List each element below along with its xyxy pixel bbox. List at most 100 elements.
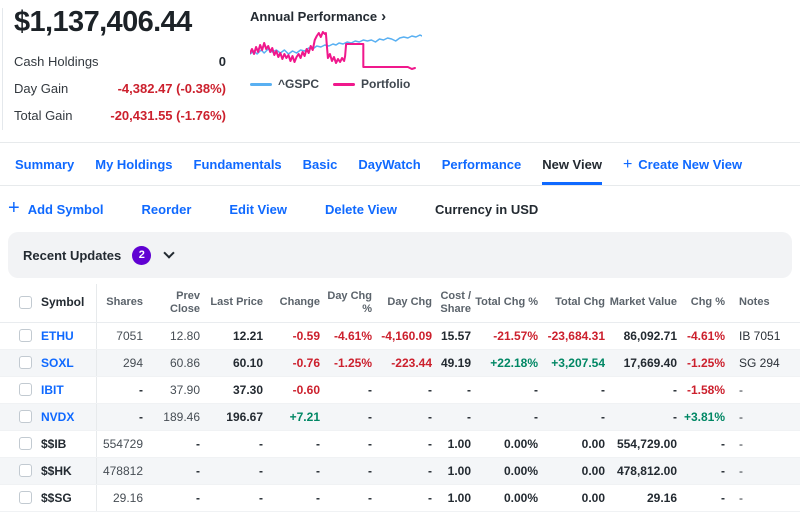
recent-updates-toggle[interactable]: Recent Updates 2 <box>8 232 792 278</box>
action-bar: Add Symbol Reorder Edit View Delete View Cur… <box>0 186 800 232</box>
cell-chg: - <box>678 457 726 485</box>
create-new-view-button[interactable]: Create New View <box>623 143 742 185</box>
cell-cost-share: 15.57 <box>433 322 472 350</box>
tab-daywatch[interactable]: DayWatch <box>358 156 421 172</box>
portfolio-line-swatch <box>333 82 356 86</box>
cell-prev-close: - <box>144 484 201 512</box>
chart-legend: ^GSPC Portfolio <box>250 77 426 91</box>
cell-notes: - <box>726 484 800 512</box>
cell-market-value: 29.16 <box>606 484 678 512</box>
cell-day-chg: - <box>321 457 373 485</box>
cell-last-price: - <box>201 484 264 512</box>
row-checkbox[interactable] <box>19 410 32 424</box>
col-shares: Shares <box>96 284 144 323</box>
cell-total-chg: -23,684.31 <box>539 322 606 350</box>
table-body: ETHU 7051 12.80 12.21 -0.59 -4.61% -4,160.09 15… <box>0 322 800 512</box>
create-new-view-label: Create New View <box>638 156 743 172</box>
symbol-link[interactable]: SOXL <box>41 355 74 370</box>
cell-last-price: - <box>201 457 264 485</box>
cell-shares: 294 <box>96 349 144 377</box>
action-reorder[interactable]: Reorder <box>142 202 192 217</box>
cell-market-value: 478,812.00 <box>606 457 678 485</box>
cell-prev-close: 12.80 <box>144 322 201 350</box>
row-checkbox[interactable] <box>19 356 32 370</box>
tab-basic[interactable]: Basic <box>302 156 338 172</box>
action-label: Add Symbol <box>27 201 104 217</box>
summary-row: Day Gain -4,382.47 (-0.38%) <box>14 81 226 96</box>
symbol-link: $$IB <box>41 436 67 451</box>
summary-value: -20,431.55 (-1.76%) <box>110 108 226 123</box>
gspc-line-swatch <box>250 82 272 86</box>
tab-my-holdings[interactable]: My Holdings <box>95 156 173 172</box>
cell-notes: - <box>726 457 800 485</box>
cell-cost-share: - <box>433 376 472 404</box>
cell-chg: +3.81% <box>678 403 726 431</box>
row-checkbox[interactable] <box>19 329 32 343</box>
action-add-symbol[interactable]: Add Symbol <box>8 201 104 217</box>
cell-day-chg: - <box>321 376 373 404</box>
cell-total-chg: 0.00 <box>539 430 606 458</box>
tab-new-view[interactable]: New View <box>542 143 602 185</box>
performance-sparkline <box>250 31 422 70</box>
col-chg: Chg % <box>678 284 726 323</box>
cell-chg: -1.25% <box>678 349 726 377</box>
cell-prev-close: - <box>144 457 201 485</box>
legend-item-portfolio: Portfolio <box>333 77 410 91</box>
table-row: $$IB 554729- - - - -1.00 0.00% 0.00 554,729.00- - <box>0 430 800 458</box>
cell-day-chg: - <box>373 376 433 404</box>
symbol-link[interactable]: NVDX <box>41 409 75 424</box>
col-last-price: Last Price <box>201 284 264 323</box>
cell-cost-share: 1.00 <box>433 457 472 485</box>
portfolio-summary-section: $1,137,406.44 Cash Holdings 0 Day Gain -4,3… <box>0 0 800 142</box>
cell-last-price: 12.21 <box>201 322 264 350</box>
cell-prev-close: 37.90 <box>144 376 201 404</box>
cell-cost-share: - <box>433 403 472 431</box>
symbol-link[interactable]: IBIT <box>41 382 64 397</box>
tab-performance[interactable]: Performance <box>441 156 522 172</box>
action-edit-view[interactable]: Edit View <box>229 202 287 217</box>
col-notes: Notes <box>726 284 800 323</box>
cell-day-chg: - <box>321 403 373 431</box>
row-checkbox[interactable] <box>19 464 32 478</box>
summary-row: Cash Holdings 0 <box>14 54 226 69</box>
row-checkbox[interactable] <box>19 437 32 451</box>
chevron-right-icon <box>381 8 386 25</box>
cell-total-chg: - <box>472 403 539 431</box>
cell-chg: -1.58% <box>678 376 726 404</box>
cell-market-value: 86,092.71 <box>606 322 678 350</box>
cell-day-chg: - <box>373 484 433 512</box>
cell-day-chg: - <box>373 403 433 431</box>
cell-last-price: 196.67 <box>201 403 264 431</box>
cell-symbol: $$HK <box>0 457 97 485</box>
tab-summary[interactable]: Summary <box>15 156 75 172</box>
col-day-chg: Day Chg % <box>321 284 373 323</box>
cell-total-chg: 0.00 <box>539 484 606 512</box>
row-checkbox[interactable] <box>19 383 32 397</box>
portfolio-total-value: $1,137,406.44 <box>14 6 192 38</box>
cell-shares: - <box>96 403 144 431</box>
cell-day-chg: -4.61% <box>321 322 373 350</box>
symbol-link[interactable]: ETHU <box>41 328 74 343</box>
cell-day-chg: -223.44 <box>373 349 433 377</box>
annual-performance-link[interactable]: Annual Performance <box>250 8 426 25</box>
table-row: $$HK 478812- - - - -1.00 0.00% 0.00 478,812.00- - <box>0 457 800 485</box>
table-row: IBIT -37.90 37.30 -0.60- - - - - - -1.58% - <box>0 376 800 404</box>
cell-last-price: - <box>201 430 264 458</box>
cell-total-chg: 0.00% <box>472 457 539 485</box>
tab-fundamentals[interactable]: Fundamentals <box>193 156 282 172</box>
cell-total-chg: - <box>472 376 539 404</box>
action-label: Reorder <box>141 201 192 217</box>
action-delete-view[interactable]: Delete View <box>325 202 397 217</box>
row-checkbox[interactable] <box>19 491 32 505</box>
legend-label: ^GSPC <box>278 77 320 91</box>
cell-market-value: - <box>606 403 678 431</box>
cell-notes: - <box>726 376 800 404</box>
cell-cost-share: 49.19 <box>433 349 472 377</box>
tab-bar: Summary My Holdings Fundamentals Basic DayWa… <box>0 142 800 186</box>
select-all-checkbox[interactable] <box>19 296 32 310</box>
cell-change: - <box>264 430 321 458</box>
cell-notes: - <box>726 403 800 431</box>
legend-label: Portfolio <box>361 77 411 91</box>
cell-day-chg: - <box>373 457 433 485</box>
